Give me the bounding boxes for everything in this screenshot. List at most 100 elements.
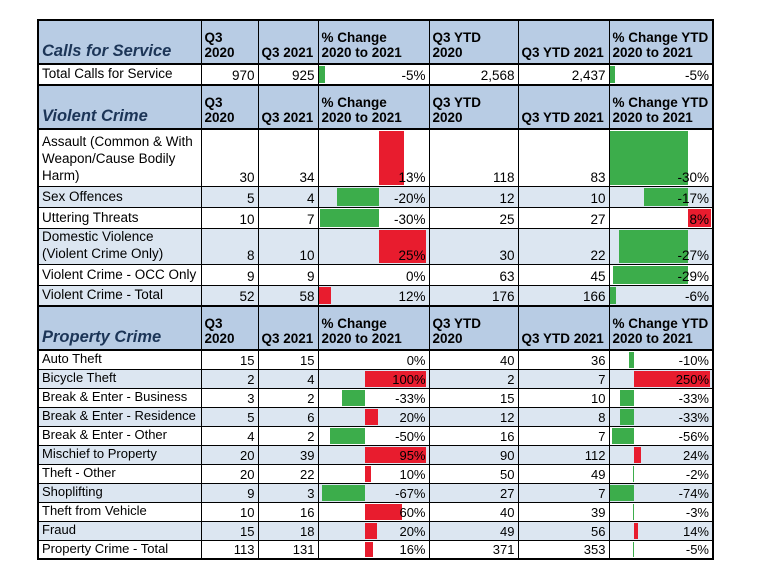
value-cell[interactable]: 176 — [428, 284, 519, 307]
value-cell[interactable]: 8 — [200, 227, 259, 265]
pct-change-cell[interactable]: -30% — [608, 128, 714, 187]
pct-change-cell[interactable]: 250% — [608, 368, 714, 389]
column-header-cell[interactable]: Q3 YTD 2021 — [517, 84, 610, 130]
row-label-cell[interactable]: Fraud — [37, 520, 202, 541]
pct-change-cell[interactable]: -5% — [608, 63, 714, 86]
pct-change-cell[interactable]: 25% — [317, 227, 430, 265]
pct-change-cell[interactable]: 0% — [317, 349, 430, 370]
column-header-cell[interactable]: % Change YTD 2020 to 2021 — [608, 19, 714, 65]
value-cell[interactable]: 7 — [517, 425, 610, 446]
value-cell[interactable]: 9 — [200, 263, 259, 286]
row-label-cell[interactable]: Property Crime - Total — [37, 539, 202, 560]
value-cell[interactable]: 9 — [200, 482, 259, 503]
value-cell[interactable]: 3 — [200, 387, 259, 408]
column-header-cell[interactable]: % Change 2020 to 2021 — [317, 84, 430, 130]
value-cell[interactable]: 15 — [200, 349, 259, 370]
pct-change-cell[interactable]: 20% — [317, 520, 430, 541]
pct-change-cell[interactable]: 95% — [317, 444, 430, 465]
value-cell[interactable]: 4 — [200, 425, 259, 446]
value-cell[interactable]: 40 — [428, 349, 519, 370]
row-label-cell[interactable]: Break & Enter - Residence — [37, 406, 202, 427]
pct-change-cell[interactable]: -17% — [608, 185, 714, 208]
value-cell[interactable]: 10 — [200, 501, 259, 522]
pct-change-cell[interactable]: -33% — [317, 387, 430, 408]
row-label-cell[interactable]: Theft from Vehicle — [37, 501, 202, 522]
value-cell[interactable]: 12 — [428, 185, 519, 208]
value-cell[interactable]: 49 — [428, 520, 519, 541]
value-cell[interactable]: 12 — [428, 406, 519, 427]
section-title-cell[interactable]: Property Crime — [37, 305, 202, 351]
pct-change-cell[interactable]: 0% — [317, 263, 430, 286]
value-cell[interactable]: 2,437 — [517, 63, 610, 86]
row-label-cell[interactable]: Violent Crime - OCC Only — [37, 263, 202, 286]
value-cell[interactable]: 2,568 — [428, 63, 519, 86]
pct-change-cell[interactable]: -74% — [608, 482, 714, 503]
value-cell[interactable]: 63 — [428, 263, 519, 286]
value-cell[interactable]: 9 — [257, 263, 319, 286]
column-header-cell[interactable]: Q3 2021 — [257, 84, 319, 130]
value-cell[interactable]: 90 — [428, 444, 519, 465]
value-cell[interactable]: 131 — [257, 539, 319, 560]
value-cell[interactable]: 16 — [428, 425, 519, 446]
column-header-cell[interactable]: Q3 2020 — [200, 84, 259, 130]
value-cell[interactable]: 45 — [517, 263, 610, 286]
value-cell[interactable]: 15 — [200, 520, 259, 541]
value-cell[interactable]: 118 — [428, 128, 519, 187]
section-title-cell[interactable]: Violent Crime — [37, 84, 202, 130]
value-cell[interactable]: 27 — [428, 482, 519, 503]
value-cell[interactable]: 15 — [428, 387, 519, 408]
value-cell[interactable]: 6 — [257, 406, 319, 427]
pct-change-cell[interactable]: -3% — [608, 501, 714, 522]
value-cell[interactable]: 112 — [517, 444, 610, 465]
pct-change-cell[interactable]: -6% — [608, 284, 714, 307]
row-label-cell[interactable]: Break & Enter - Other — [37, 425, 202, 446]
pct-change-cell[interactable]: 12% — [317, 284, 430, 307]
value-cell[interactable]: 2 — [428, 368, 519, 389]
pct-change-cell[interactable]: 8% — [608, 206, 714, 229]
value-cell[interactable]: 3 — [257, 482, 319, 503]
pct-change-cell[interactable]: -50% — [317, 425, 430, 446]
column-header-cell[interactable]: Q3 2021 — [257, 305, 319, 351]
pct-change-cell[interactable]: 14% — [608, 520, 714, 541]
column-header-cell[interactable]: % Change 2020 to 2021 — [317, 305, 430, 351]
value-cell[interactable]: 970 — [200, 63, 259, 86]
row-label-cell[interactable]: Theft - Other — [37, 463, 202, 484]
row-label-cell[interactable]: Break & Enter - Business — [37, 387, 202, 408]
value-cell[interactable]: 18 — [257, 520, 319, 541]
pct-change-cell[interactable]: -27% — [608, 227, 714, 265]
column-header-cell[interactable]: Q3 2021 — [257, 19, 319, 65]
column-header-cell[interactable]: % Change YTD 2020 to 2021 — [608, 84, 714, 130]
column-header-cell[interactable]: % Change YTD 2020 to 2021 — [608, 305, 714, 351]
pct-change-cell[interactable]: 10% — [317, 463, 430, 484]
value-cell[interactable]: 30 — [200, 128, 259, 187]
pct-change-cell[interactable]: -29% — [608, 263, 714, 286]
value-cell[interactable]: 10 — [200, 206, 259, 229]
pct-change-cell[interactable]: -56% — [608, 425, 714, 446]
value-cell[interactable]: 22 — [257, 463, 319, 484]
column-header-cell[interactable]: Q3 2020 — [200, 305, 259, 351]
value-cell[interactable]: 4 — [257, 368, 319, 389]
pct-change-cell[interactable]: -5% — [608, 539, 714, 560]
value-cell[interactable]: 113 — [200, 539, 259, 560]
pct-change-cell[interactable]: -20% — [317, 185, 430, 208]
pct-change-cell[interactable]: 16% — [317, 539, 430, 560]
row-label-cell[interactable]: Bicycle Theft — [37, 368, 202, 389]
value-cell[interactable]: 56 — [517, 520, 610, 541]
section-title-cell[interactable]: Calls for Service — [37, 19, 202, 65]
column-header-cell[interactable]: Q3 YTD 2021 — [517, 305, 610, 351]
value-cell[interactable]: 10 — [257, 227, 319, 265]
row-label-cell[interactable]: Domestic Violence (Violent Crime Only) — [37, 227, 202, 265]
value-cell[interactable]: 10 — [517, 185, 610, 208]
value-cell[interactable]: 2 — [257, 425, 319, 446]
row-label-cell[interactable]: Violent Crime - Total — [37, 284, 202, 307]
value-cell[interactable]: 25 — [428, 206, 519, 229]
value-cell[interactable]: 34 — [257, 128, 319, 187]
row-label-cell[interactable]: Auto Theft — [37, 349, 202, 370]
row-label-cell[interactable]: Assault (Common & With Weapon/Cause Bodi… — [37, 128, 202, 187]
row-label-cell[interactable]: Total Calls for Service — [37, 63, 202, 86]
value-cell[interactable]: 925 — [257, 63, 319, 86]
value-cell[interactable]: 39 — [257, 444, 319, 465]
value-cell[interactable]: 10 — [517, 387, 610, 408]
value-cell[interactable]: 4 — [257, 185, 319, 208]
pct-change-cell[interactable]: 24% — [608, 444, 714, 465]
